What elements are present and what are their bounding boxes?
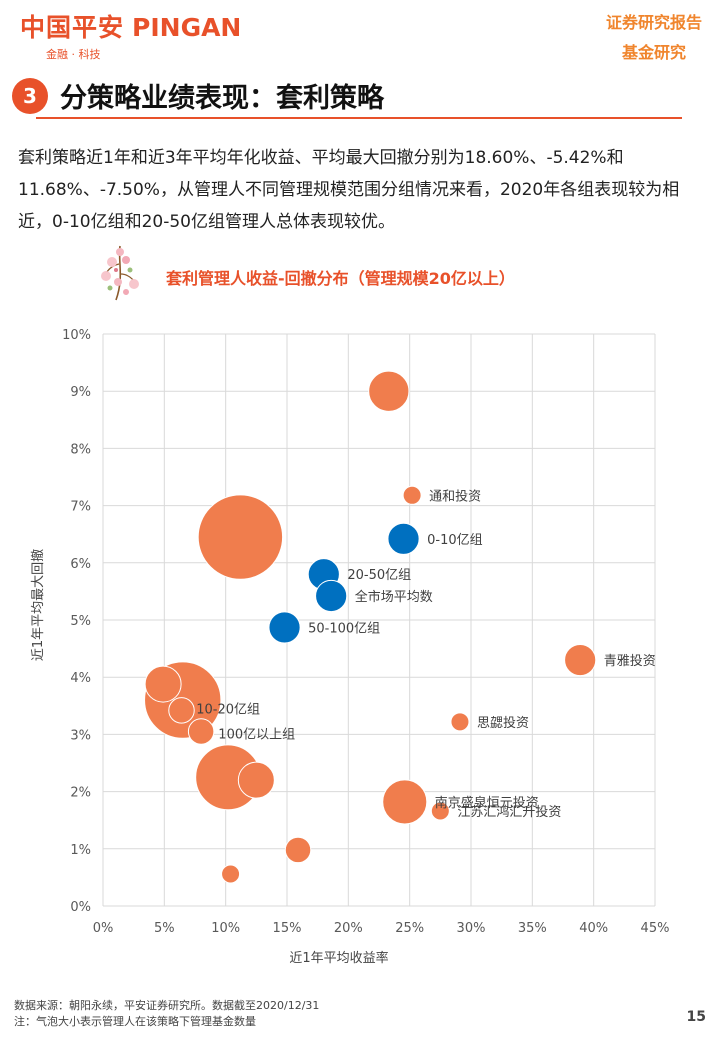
group-bubble bbox=[387, 522, 420, 555]
logo-cn: 中国平安 bbox=[20, 13, 125, 42]
x-tick-label: 5% bbox=[154, 921, 175, 936]
x-tick-label: 0% bbox=[93, 921, 114, 936]
report-subtype: 基金研究 bbox=[621, 43, 686, 62]
bubble-label: 青雅投资 bbox=[604, 653, 656, 669]
logo-en: PINGAN bbox=[132, 13, 242, 42]
y-tick-label: 8% bbox=[70, 442, 91, 457]
flower-decoration-icon bbox=[101, 245, 139, 301]
section-divider bbox=[36, 117, 682, 119]
group-bubble bbox=[268, 611, 301, 644]
y-tick-label: 1% bbox=[70, 843, 91, 858]
manager-bubble bbox=[221, 864, 241, 884]
x-tick-label: 35% bbox=[518, 921, 547, 936]
y-tick-label: 0% bbox=[70, 900, 91, 915]
group-bubble bbox=[315, 579, 348, 613]
y-tick-label: 7% bbox=[70, 500, 91, 515]
y-tick-label: 3% bbox=[70, 728, 91, 743]
manager-bubble bbox=[168, 697, 195, 724]
manager-bubble bbox=[197, 494, 284, 580]
section-number-badge: 3 bbox=[12, 78, 48, 114]
group-annotation-label: 10-20亿组 bbox=[196, 703, 260, 718]
y-tick-label: 10% bbox=[62, 328, 91, 343]
y-tick-label: 2% bbox=[70, 786, 91, 801]
y-tick-label: 5% bbox=[70, 614, 91, 629]
bubble-label: 20-50亿组 bbox=[347, 568, 411, 583]
x-tick-label: 30% bbox=[457, 921, 486, 936]
bubble-label: 50-100亿组 bbox=[308, 621, 380, 636]
manager-bubble bbox=[402, 485, 422, 505]
manager-bubble bbox=[450, 712, 470, 732]
bubble-label: 通和投资 bbox=[429, 488, 481, 504]
manager-bubble bbox=[187, 718, 215, 745]
report-header: 证券研究报告 基金研究 bbox=[606, 8, 702, 68]
pingan-logo: 中国平安 PINGAN 金融 · 科技 bbox=[20, 8, 241, 62]
y-tick-label: 9% bbox=[70, 385, 91, 400]
bubble-label: 0-10亿组 bbox=[427, 533, 483, 548]
logo-wordmark: 中国平安 PINGAN bbox=[20, 8, 241, 44]
manager-bubble bbox=[430, 801, 450, 821]
x-tick-label: 10% bbox=[211, 921, 240, 936]
page-number: 15 bbox=[686, 1009, 706, 1025]
y-tick-label: 4% bbox=[70, 671, 91, 686]
manager-bubble bbox=[368, 370, 410, 412]
x-tick-label: 25% bbox=[395, 921, 424, 936]
manager-bubble bbox=[382, 779, 428, 825]
summary-paragraph: 套利策略近1年和近3年平均年化收益、平均最大回撤分别为18.60%、-5.42%… bbox=[18, 148, 680, 232]
bubble-size-note: 注：气泡大小表示管理人在该策略下管理基金数量 bbox=[14, 1015, 256, 1028]
report-type: 证券研究报告 bbox=[605, 13, 702, 32]
x-tick-label: 20% bbox=[334, 921, 363, 936]
bubble-label: 全市场平均数 bbox=[355, 589, 433, 605]
manager-bubble bbox=[144, 665, 182, 703]
manager-bubble bbox=[237, 761, 275, 799]
group-annotation-label: 100亿以上组 bbox=[218, 727, 295, 742]
y-axis-title: 近1年平均最大回撤 bbox=[30, 549, 46, 661]
x-tick-label: 40% bbox=[579, 921, 608, 936]
x-axis-title: 近1年平均收益率 bbox=[289, 950, 388, 966]
y-tick-label: 6% bbox=[70, 557, 91, 572]
chart-title: 套利管理人收益-回撤分布（管理规模20亿以上） bbox=[166, 269, 515, 288]
logo-tagline: 金融 · 科技 bbox=[46, 48, 101, 61]
bubble-chart: 0% 5% 10% 15% 20% 25% 30% 35% 40% 45% 0% 1% 2% 3% 4% 5%… bbox=[30, 328, 670, 966]
data-source-note: 数据来源：朝阳永续，平安证券研究所。数据截至2020/12/31 bbox=[14, 999, 320, 1012]
x-tick-label: 15% bbox=[273, 921, 302, 936]
section-title: 分策略业绩表现：套利策略 bbox=[60, 83, 384, 114]
bubble-label: 思勰投资 bbox=[477, 715, 529, 731]
bubble-label: 南京盛泉恒元投资 bbox=[435, 795, 539, 811]
bubble-label: 江苏汇鸿汇升投资 bbox=[457, 804, 561, 820]
manager-bubble bbox=[284, 836, 312, 864]
x-tick-label: 45% bbox=[641, 921, 670, 936]
manager-bubble bbox=[564, 643, 597, 677]
